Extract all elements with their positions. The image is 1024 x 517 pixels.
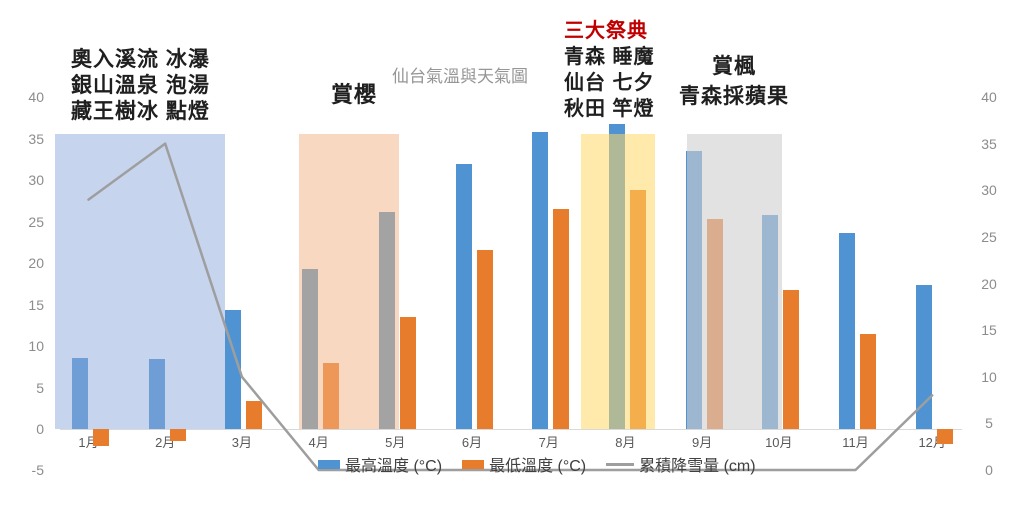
- annotation-winter-activities: 奧入溪流 冰瀑 銀山溫泉 泡湯 藏王樹冰 點燈: [71, 47, 210, 125]
- bar-low-10月: [783, 289, 800, 429]
- x-axis-label: 10月: [765, 435, 793, 450]
- bar-low-5月: [399, 317, 416, 429]
- bar-high-5月: [378, 211, 395, 429]
- annotation-line: 賞楓: [712, 55, 756, 78]
- x-axis-label: 8月: [615, 435, 636, 450]
- right-axis-tick: 5: [985, 415, 993, 432]
- x-axis-label: 9月: [691, 435, 713, 450]
- legend-item-high-temp: 最高溫度 (°C): [318, 452, 442, 476]
- highlight-region-4: [687, 134, 782, 429]
- legend-swatch-high-temp: [318, 459, 340, 469]
- annotation-autumn-activities: 賞楓 青森採蘋果: [676, 52, 792, 112]
- x-axis-label: 7月: [538, 435, 559, 450]
- x-axis-label: 5月: [385, 435, 406, 450]
- bar-high-4月: [302, 269, 319, 429]
- legend-label-low-temp: 最低溫度 (°C): [489, 458, 587, 475]
- x-axis-label: 11月: [842, 435, 869, 450]
- left-axis-tick: 10: [28, 338, 44, 355]
- annotation-line: 仙台 七夕: [564, 72, 655, 94]
- right-axis-tick: 40: [981, 89, 997, 105]
- annotation-three-festivals: 三大祭典 青森 睡魔 仙台 七夕 秋田 竿燈: [564, 18, 655, 122]
- bar-low-12月: [936, 429, 953, 444]
- legend-item-low-temp: 最低溫度 (°C): [462, 452, 586, 476]
- bar-high-11月: [839, 233, 855, 429]
- left-axis-tick: 35: [28, 130, 44, 147]
- bar-low-11月: [860, 333, 876, 429]
- left-axis-tick: 30: [28, 172, 44, 189]
- highlight-region-3: [581, 134, 655, 429]
- left-axis-tick: 15: [28, 296, 44, 313]
- annotation-line: 青森 睡魔: [564, 46, 655, 68]
- chart-title: 仙台氣溫與天氣圖: [392, 67, 528, 86]
- annotation-festivals-heading: 三大祭典: [564, 20, 648, 42]
- legend-swatch-low-temp: [462, 459, 485, 469]
- left-axis-tick: 0: [36, 421, 44, 437]
- right-axis-tick: 20: [981, 275, 997, 292]
- x-axis-label: 3月: [231, 435, 252, 450]
- left-axis-tick: 25: [28, 213, 44, 230]
- bar-low-6月: [476, 249, 493, 429]
- bar-low-3月: [246, 400, 263, 429]
- right-axis-tick: 30: [981, 182, 997, 199]
- right-axis-tick: 25: [981, 228, 997, 245]
- bar-high-3月: [225, 309, 242, 429]
- bar-high-6月: [455, 163, 472, 429]
- annotation-cherry-blossom: 賞櫻: [331, 82, 378, 107]
- annotation-line: 秋田 竿燈: [564, 98, 655, 120]
- left-axis-tick: 20: [28, 255, 44, 272]
- bar-high-7月: [532, 132, 549, 429]
- right-axis-tick: 15: [981, 322, 997, 339]
- bar-low-2月: [169, 429, 186, 441]
- legend-item-snowfall: 累積降雪量 (cm): [606, 452, 756, 476]
- x-axis-label: 4月: [308, 435, 329, 450]
- bar-low-7月: [553, 209, 570, 429]
- x-axis-label: 6月: [461, 435, 483, 450]
- legend-label-snowfall: 累積降雪量 (cm): [639, 458, 756, 475]
- legend-swatch-snowfall: [606, 462, 635, 466]
- annotation-line: 奧入溪流 冰瀑: [71, 48, 210, 71]
- bar-low-1月: [93, 429, 109, 446]
- bar-high-12月: [915, 284, 932, 429]
- annotation-line: 藏王樹冰 點燈: [71, 100, 210, 123]
- chart-legend: 最高溫度 (°C) 最低溫度 (°C) 累積降雪量 (cm): [318, 452, 756, 476]
- right-axis-tick: 35: [981, 135, 997, 152]
- left-axis-tick: 40: [28, 89, 44, 106]
- x-axis-line: [60, 429, 962, 430]
- right-axis-tick: 10: [981, 368, 997, 385]
- highlight-region-1: [55, 134, 225, 429]
- annotation-line: 銀山溫泉 泡湯: [71, 74, 210, 97]
- left-axis-tick: 5: [36, 379, 44, 396]
- annotation-line: 青森採蘋果: [679, 85, 789, 108]
- right-axis-tick: 0: [985, 462, 993, 478]
- legend-label-high-temp: 最高溫度 (°C): [345, 458, 443, 475]
- left-axis-tick: -5: [31, 462, 44, 479]
